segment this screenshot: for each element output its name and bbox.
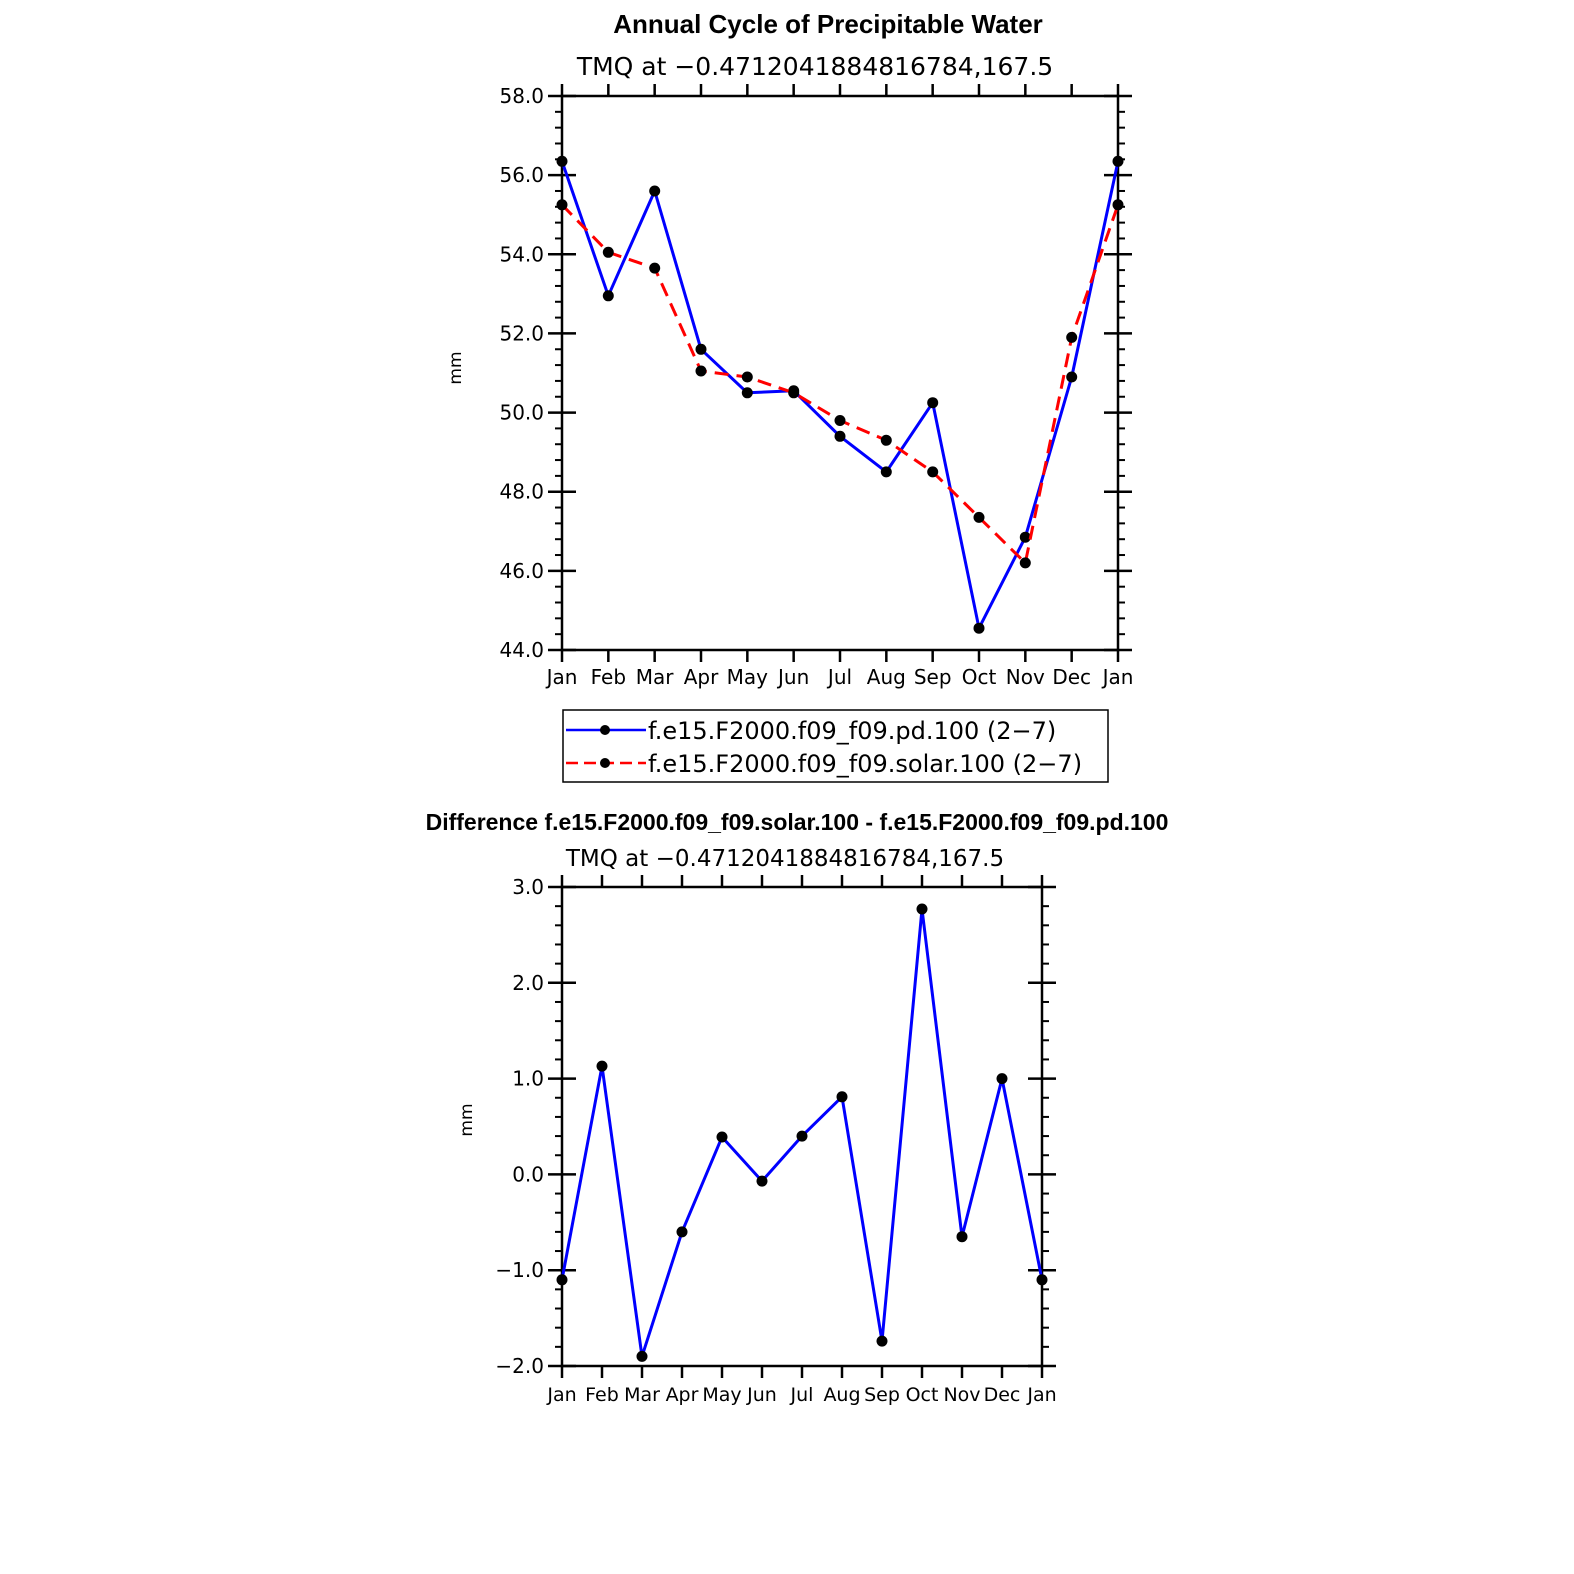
y-tick-label: 52.0 xyxy=(499,321,544,345)
bottom-chart-title: Difference f.e15.F2000.f09_f09.solar.100… xyxy=(426,809,1169,835)
data-point xyxy=(1112,199,1124,211)
data-point xyxy=(796,1130,808,1142)
top-chart-ylabel: mm xyxy=(446,351,466,384)
x-tick-label: Dec xyxy=(984,1384,1021,1406)
x-tick-label: Apr xyxy=(684,665,719,689)
legend-marker-solar xyxy=(600,758,610,768)
data-point xyxy=(834,415,846,426)
y-tick-label: −1.0 xyxy=(495,1258,544,1282)
x-tick-label: Jan xyxy=(1026,1384,1056,1406)
data-point xyxy=(973,511,985,523)
data-point xyxy=(1066,331,1078,343)
x-tick-label: Jun xyxy=(776,665,809,689)
bottom-chart: Difference f.e15.F2000.f09_f09.solar.100… xyxy=(426,809,1169,1406)
data-point xyxy=(556,1274,568,1286)
x-tick-label: Aug xyxy=(867,665,906,689)
x-tick-label: Mar xyxy=(624,1384,660,1406)
data-point xyxy=(973,622,985,634)
y-tick-label: −2.0 xyxy=(495,1354,544,1378)
data-point xyxy=(556,155,568,167)
data-point xyxy=(1019,531,1031,543)
y-tick-label: 54.0 xyxy=(499,242,544,266)
data-point xyxy=(596,1060,608,1072)
bottom-chart-ylabel: mm xyxy=(457,1103,477,1136)
top-chart-title: Annual Cycle of Precipitable Water xyxy=(613,9,1043,39)
data-point xyxy=(880,466,892,478)
x-tick-label: Mar xyxy=(636,665,675,689)
data-point xyxy=(649,262,661,274)
data-point xyxy=(556,199,568,211)
data-point xyxy=(788,387,800,399)
y-tick-label: 56.0 xyxy=(499,163,544,187)
data-point xyxy=(676,1226,688,1238)
y-tick-label: 1.0 xyxy=(512,1067,544,1091)
top-legend: f.e15.F2000.f09_f09.pd.100 (2−7) f.e15.F… xyxy=(562,709,1109,783)
x-tick-label: Sep xyxy=(864,1384,900,1406)
x-tick-label: Jan xyxy=(1101,665,1134,689)
x-tick-label: Oct xyxy=(962,665,997,689)
data-point xyxy=(636,1350,648,1362)
data-point xyxy=(836,1091,848,1103)
data-point xyxy=(649,185,661,197)
data-point xyxy=(756,1175,768,1187)
y-tick-label: 48.0 xyxy=(499,480,544,504)
data-point xyxy=(916,903,928,915)
data-point xyxy=(602,290,614,302)
data-point xyxy=(1036,1274,1048,1286)
y-tick-label: 0.0 xyxy=(512,1162,544,1186)
x-tick-label: Dec xyxy=(1052,665,1091,689)
x-tick-label: Jun xyxy=(746,1384,777,1406)
data-point xyxy=(1112,155,1124,167)
x-tick-label: Jul xyxy=(790,1384,814,1406)
x-tick-label: May xyxy=(727,665,769,689)
x-tick-label: Feb xyxy=(591,665,626,689)
bottom-plot-area: −2.0 −1.0 0.0 1.0 2.0 3.0 Jan Feb Mar Apr May Jun Ju… xyxy=(495,875,1057,1406)
data-point xyxy=(1066,371,1078,383)
top-chart-subtitle: TMQ at −0.4712041884816784,167.5 xyxy=(576,52,1053,81)
x-tick-label: May xyxy=(702,1384,741,1406)
x-tick-label: Oct xyxy=(906,1384,939,1406)
x-tick-label: Jan xyxy=(546,1384,576,1406)
x-tick-label: Jan xyxy=(545,665,578,689)
data-point xyxy=(695,343,707,355)
x-tick-label: Apr xyxy=(666,1384,699,1406)
x-tick-label: Aug xyxy=(823,1384,860,1406)
data-point xyxy=(602,246,614,258)
data-point xyxy=(1019,557,1031,569)
data-point xyxy=(741,387,753,399)
y-tick-label: 46.0 xyxy=(499,559,544,583)
top-plot-area: 44.0 46.0 48.0 50.0 52.0 54.0 56.0 58.0 Jan Feb Ma… xyxy=(499,84,1133,689)
bottom-chart-subtitle: TMQ at −0.4712041884816784,167.5 xyxy=(565,846,1004,872)
data-point xyxy=(716,1131,728,1143)
data-point xyxy=(927,397,939,409)
data-point xyxy=(834,430,846,442)
legend-marker-pd xyxy=(600,725,610,735)
plot-frame xyxy=(560,94,1120,652)
data-point xyxy=(880,434,892,446)
x-tick-label: Nov xyxy=(1006,665,1045,689)
data-point xyxy=(695,365,707,377)
x-tick-label: Nov xyxy=(943,1384,980,1406)
data-point xyxy=(996,1073,1008,1085)
data-point xyxy=(927,466,939,478)
y-tick-label: 50.0 xyxy=(499,401,544,425)
data-point xyxy=(876,1335,888,1347)
legend-label-pd: f.e15.F2000.f09_f09.pd.100 (2−7) xyxy=(648,717,1056,745)
data-point xyxy=(956,1231,968,1243)
x-tick-label: Feb xyxy=(585,1384,619,1406)
x-tick-label: Sep xyxy=(914,665,952,689)
y-tick-label: 2.0 xyxy=(512,971,544,995)
legend-label-solar: f.e15.F2000.f09_f09.solar.100 (2−7) xyxy=(648,750,1082,778)
y-tick-label: 3.0 xyxy=(512,875,544,899)
legend-box xyxy=(562,709,1109,783)
series-line-0 xyxy=(560,160,1120,630)
top-chart: Annual Cycle of Precipitable Water TMQ a… xyxy=(446,9,1133,783)
data-point xyxy=(741,371,753,383)
y-tick-label: 58.0 xyxy=(499,84,544,108)
x-tick-label: Jul xyxy=(826,665,852,689)
y-tick-label: 44.0 xyxy=(499,638,544,662)
